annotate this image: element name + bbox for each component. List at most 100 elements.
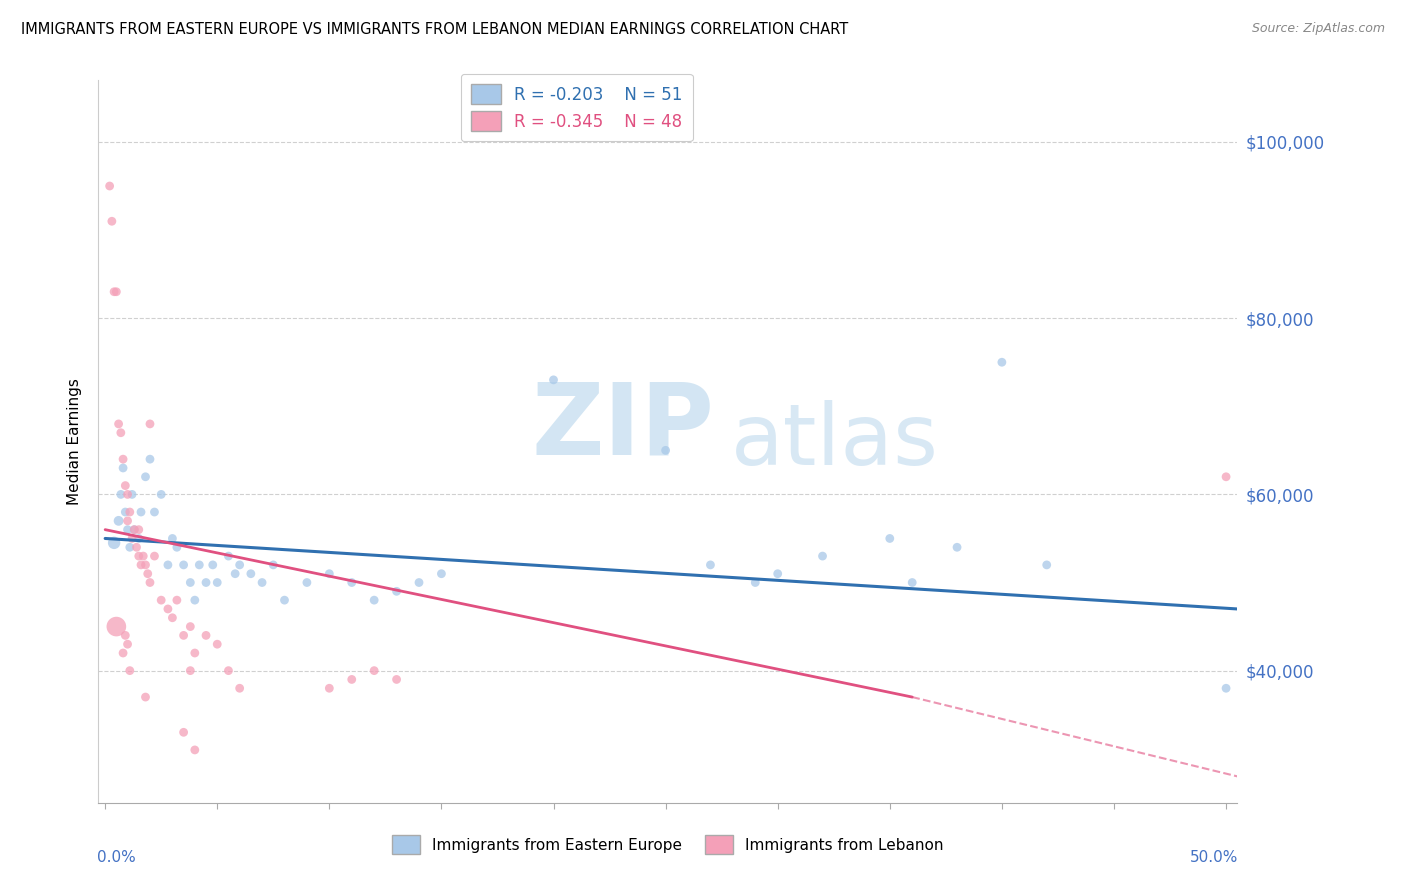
Point — [114, 478, 136, 492]
Point — [201, 558, 224, 572]
Point — [228, 681, 250, 696]
Point — [217, 664, 239, 678]
Point — [101, 214, 124, 228]
Point — [1215, 470, 1237, 484]
Point — [188, 558, 211, 572]
Point — [132, 549, 155, 563]
Point — [118, 664, 141, 678]
Point — [117, 487, 139, 501]
Point — [121, 487, 143, 501]
Point — [385, 673, 408, 687]
Point — [112, 461, 135, 475]
Y-axis label: Median Earnings: Median Earnings — [67, 378, 83, 505]
Point — [117, 523, 139, 537]
Point — [139, 575, 162, 590]
Point — [901, 575, 924, 590]
Point — [385, 584, 408, 599]
Point — [103, 536, 125, 550]
Point — [207, 637, 229, 651]
Point — [340, 575, 363, 590]
Point — [543, 373, 565, 387]
Point — [273, 593, 295, 607]
Point — [744, 575, 766, 590]
Point — [217, 549, 239, 563]
Point — [173, 558, 195, 572]
Point — [124, 523, 146, 537]
Point — [166, 541, 188, 555]
Point — [879, 532, 901, 546]
Point — [112, 452, 135, 467]
Point — [110, 425, 132, 440]
Point — [363, 593, 385, 607]
Point — [125, 541, 148, 555]
Point — [408, 575, 430, 590]
Point — [121, 532, 143, 546]
Point — [162, 611, 184, 625]
Point — [184, 593, 207, 607]
Text: IMMIGRANTS FROM EASTERN EUROPE VS IMMIGRANTS FROM LEBANON MEDIAN EARNINGS CORREL: IMMIGRANTS FROM EASTERN EUROPE VS IMMIGR… — [21, 22, 848, 37]
Point — [207, 575, 229, 590]
Point — [228, 558, 250, 572]
Point — [128, 549, 150, 563]
Point — [1035, 558, 1057, 572]
Point — [129, 505, 152, 519]
Point — [128, 523, 150, 537]
Point — [699, 558, 721, 572]
Point — [179, 619, 201, 633]
Point — [1215, 681, 1237, 696]
Point — [250, 575, 273, 590]
Text: ZIP: ZIP — [531, 378, 714, 475]
Point — [262, 558, 284, 572]
Point — [105, 285, 128, 299]
Point — [107, 417, 129, 431]
Point — [363, 664, 385, 678]
Point — [117, 514, 139, 528]
Point — [110, 487, 132, 501]
Point — [134, 470, 156, 484]
Point — [162, 532, 184, 546]
Point — [239, 566, 262, 581]
Point — [114, 505, 136, 519]
Point — [184, 646, 207, 660]
Point — [195, 628, 218, 642]
Point — [139, 417, 162, 431]
Point — [318, 566, 340, 581]
Point — [156, 602, 179, 616]
Point — [150, 593, 173, 607]
Text: 0.0%: 0.0% — [97, 850, 136, 864]
Point — [139, 452, 162, 467]
Point — [156, 558, 179, 572]
Point — [224, 566, 246, 581]
Point — [143, 505, 166, 519]
Point — [124, 523, 146, 537]
Point — [118, 505, 141, 519]
Point — [318, 681, 340, 696]
Point — [340, 673, 363, 687]
Point — [179, 575, 201, 590]
Point — [134, 690, 156, 704]
Legend: Immigrants from Eastern Europe, Immigrants from Lebanon: Immigrants from Eastern Europe, Immigran… — [387, 830, 949, 860]
Point — [118, 541, 141, 555]
Point — [811, 549, 834, 563]
Text: 50.0%: 50.0% — [1189, 850, 1239, 864]
Point — [114, 628, 136, 642]
Point — [103, 285, 125, 299]
Point — [136, 566, 159, 581]
Point — [173, 628, 195, 642]
Point — [112, 646, 135, 660]
Point — [166, 593, 188, 607]
Point — [195, 575, 218, 590]
Point — [179, 664, 201, 678]
Point — [150, 487, 173, 501]
Point — [654, 443, 676, 458]
Point — [430, 566, 453, 581]
Point — [107, 514, 129, 528]
Text: Source: ZipAtlas.com: Source: ZipAtlas.com — [1251, 22, 1385, 36]
Point — [129, 558, 152, 572]
Point — [184, 743, 207, 757]
Point — [991, 355, 1014, 369]
Point — [105, 619, 128, 633]
Text: atlas: atlas — [731, 400, 938, 483]
Point — [134, 558, 156, 572]
Point — [128, 532, 150, 546]
